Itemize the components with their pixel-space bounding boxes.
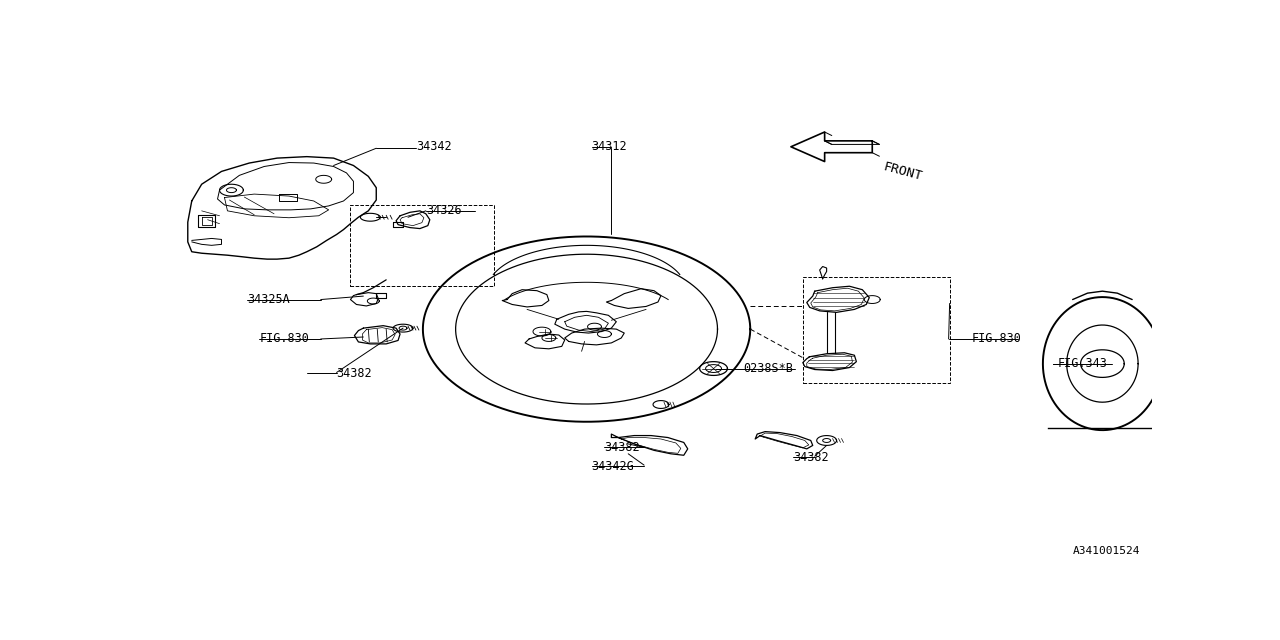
Text: FIG.343: FIG.343: [1057, 357, 1107, 370]
Text: 34312: 34312: [591, 140, 627, 153]
Text: 34326: 34326: [426, 204, 462, 218]
Text: 34325A: 34325A: [247, 293, 291, 306]
Text: 34382: 34382: [792, 451, 828, 464]
Text: FRONT: FRONT: [882, 161, 924, 184]
Text: FIG.830: FIG.830: [259, 332, 308, 346]
Text: 34342: 34342: [416, 140, 452, 153]
Text: 34382: 34382: [337, 367, 372, 380]
Text: FIG.830: FIG.830: [972, 332, 1021, 346]
Text: A341001524: A341001524: [1073, 546, 1140, 556]
Text: 34342G: 34342G: [591, 460, 635, 472]
Text: 0238S*B: 0238S*B: [744, 362, 794, 375]
Text: 34382: 34382: [604, 441, 640, 454]
